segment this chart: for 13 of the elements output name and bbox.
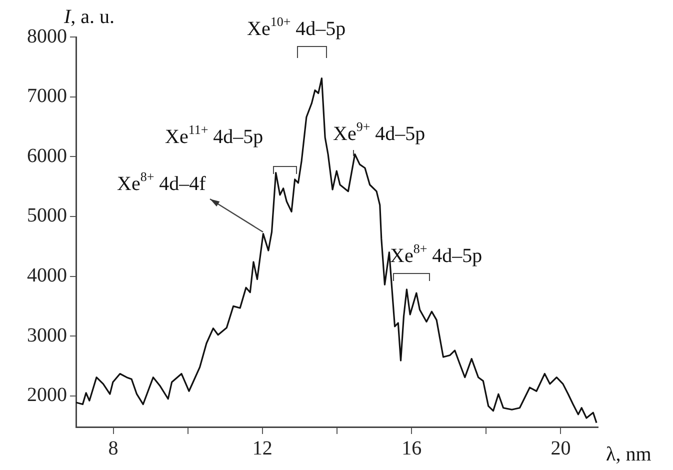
y-tick-label: 7000 <box>27 85 67 108</box>
x-tick-label: 20 <box>550 437 571 460</box>
x-tick-label: 16 <box>402 437 422 460</box>
x-tick-label: 8 <box>108 437 118 460</box>
y-tick-label: 4000 <box>27 264 67 287</box>
y-axis-title: I, a. u. <box>63 6 115 28</box>
y-tick-label: 8000 <box>27 25 67 48</box>
y-tick-label: 5000 <box>27 204 67 227</box>
x-tick-label: 12 <box>252 437 272 460</box>
y-tick-label: 3000 <box>27 324 67 346</box>
x-axis-title: λ, nm <box>606 443 652 466</box>
y-tick-label: 6000 <box>27 144 67 167</box>
y-tick-label: 2000 <box>27 384 67 406</box>
